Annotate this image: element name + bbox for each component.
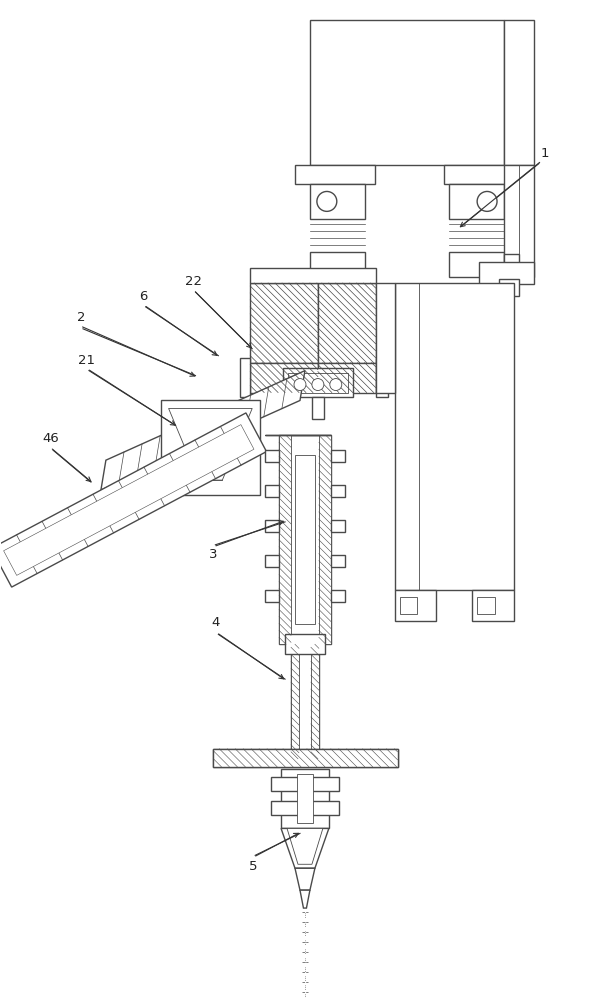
Bar bbox=[291, 644, 299, 759]
Text: 1: 1 bbox=[541, 147, 549, 160]
Bar bbox=[281, 769, 329, 828]
Bar bbox=[310, 184, 365, 219]
Bar bbox=[271, 777, 339, 791]
Bar bbox=[295, 165, 375, 184]
Bar bbox=[395, 590, 437, 621]
Bar bbox=[319, 435, 331, 644]
Polygon shape bbox=[101, 371, 305, 490]
Bar bbox=[331, 520, 345, 532]
Bar bbox=[310, 252, 365, 277]
Bar bbox=[291, 644, 319, 759]
Polygon shape bbox=[169, 408, 252, 480]
Bar bbox=[285, 634, 325, 654]
Circle shape bbox=[312, 379, 324, 391]
Bar bbox=[331, 590, 345, 602]
Polygon shape bbox=[4, 425, 254, 575]
Bar bbox=[265, 555, 279, 567]
Bar bbox=[444, 165, 524, 184]
Bar bbox=[331, 485, 345, 497]
Bar bbox=[279, 435, 331, 644]
Bar bbox=[265, 590, 279, 602]
Bar bbox=[265, 485, 279, 497]
Bar bbox=[312, 397, 324, 419]
Bar bbox=[331, 450, 345, 462]
Bar bbox=[250, 268, 376, 283]
Bar bbox=[250, 363, 318, 393]
Bar bbox=[288, 373, 348, 393]
Polygon shape bbox=[295, 868, 315, 890]
Bar bbox=[504, 165, 534, 277]
Bar bbox=[214, 749, 398, 767]
Bar bbox=[265, 450, 279, 462]
Text: 22: 22 bbox=[185, 275, 202, 288]
Text: 2: 2 bbox=[77, 311, 86, 324]
Text: 21: 21 bbox=[78, 354, 96, 367]
Bar bbox=[318, 283, 376, 363]
Bar bbox=[376, 283, 395, 393]
Bar bbox=[240, 358, 250, 397]
Bar bbox=[265, 520, 279, 532]
Text: 5: 5 bbox=[249, 860, 257, 873]
Bar bbox=[376, 358, 388, 397]
Bar bbox=[160, 400, 260, 495]
Polygon shape bbox=[287, 828, 323, 864]
Bar bbox=[283, 368, 353, 397]
Bar bbox=[214, 749, 398, 767]
Polygon shape bbox=[300, 890, 310, 908]
Polygon shape bbox=[0, 413, 267, 587]
Polygon shape bbox=[281, 828, 329, 868]
Bar bbox=[250, 283, 318, 363]
Bar bbox=[279, 435, 291, 644]
Bar bbox=[499, 279, 519, 296]
Circle shape bbox=[330, 379, 342, 391]
Text: 46: 46 bbox=[43, 432, 60, 445]
Text: 4: 4 bbox=[211, 616, 219, 629]
Bar bbox=[472, 590, 514, 621]
Bar bbox=[449, 184, 504, 219]
Bar bbox=[297, 774, 313, 823]
Bar bbox=[504, 20, 534, 165]
Text: 6: 6 bbox=[139, 290, 148, 303]
Circle shape bbox=[317, 191, 337, 211]
Bar bbox=[318, 363, 376, 393]
Bar bbox=[311, 644, 319, 759]
Circle shape bbox=[294, 379, 306, 391]
Bar bbox=[271, 801, 339, 815]
Bar bbox=[504, 254, 519, 277]
Bar bbox=[399, 597, 417, 614]
Bar bbox=[477, 597, 495, 614]
Bar bbox=[310, 20, 504, 165]
Circle shape bbox=[477, 191, 497, 211]
Bar bbox=[331, 555, 345, 567]
Bar bbox=[395, 283, 514, 590]
Bar bbox=[449, 252, 504, 277]
Text: 3: 3 bbox=[209, 548, 218, 561]
Bar bbox=[295, 455, 315, 624]
Bar bbox=[479, 262, 534, 284]
